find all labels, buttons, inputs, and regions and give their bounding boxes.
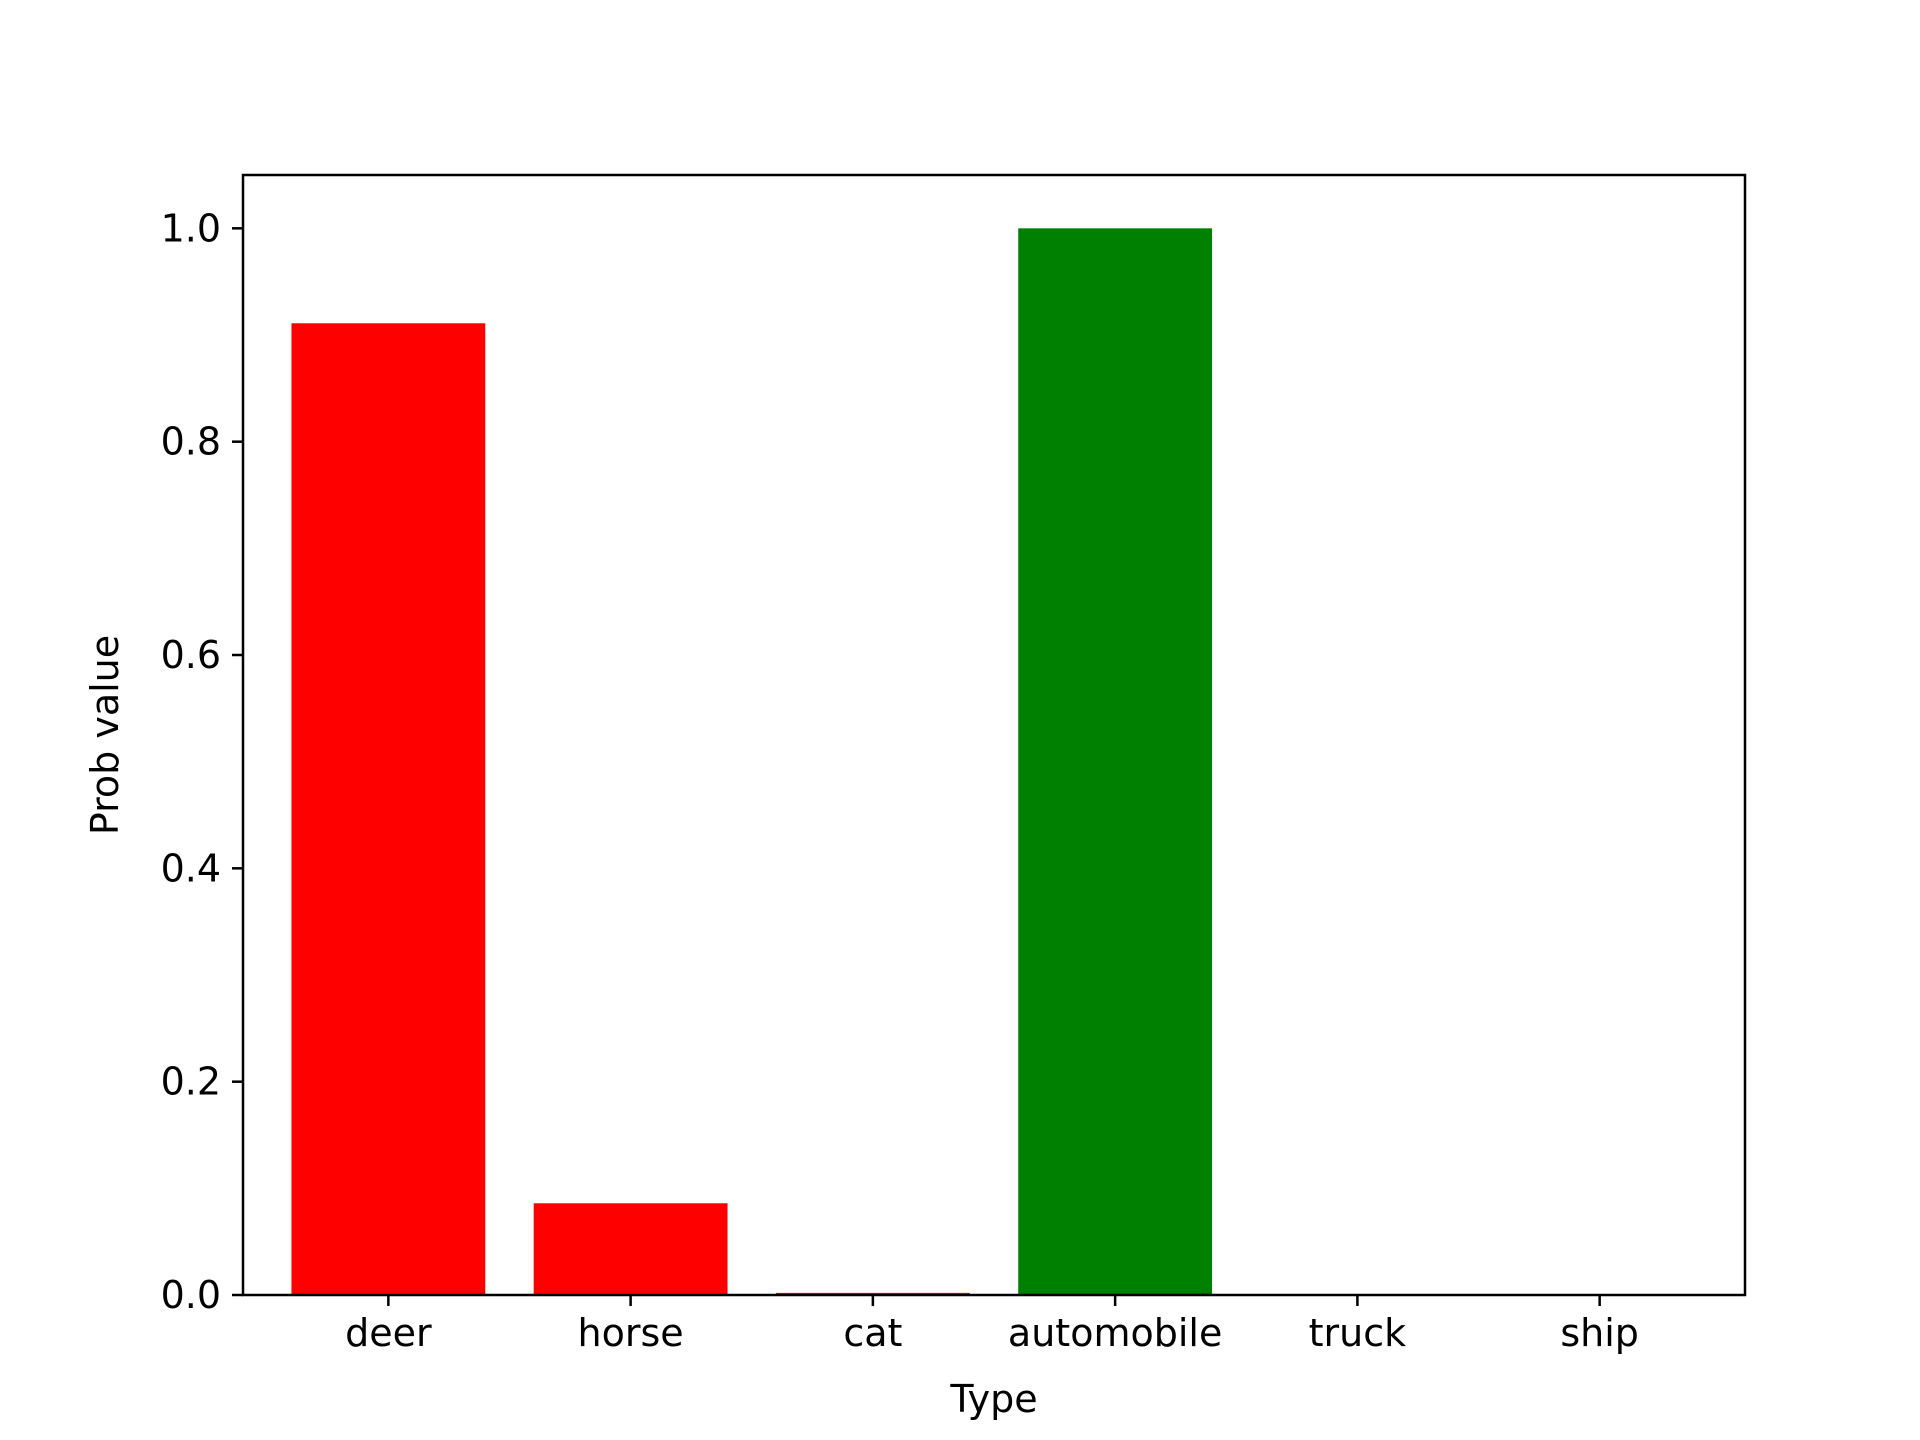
y-tick-label: 0.6 bbox=[161, 633, 221, 677]
x-tick-label-automobile: automobile bbox=[1008, 1311, 1222, 1355]
y-tick-label: 0.4 bbox=[161, 846, 221, 890]
y-tick-label: 0.0 bbox=[161, 1273, 221, 1317]
y-tick-label: 0.8 bbox=[161, 420, 221, 464]
x-tick-label-truck: truck bbox=[1309, 1311, 1407, 1355]
bar-automobile bbox=[1018, 228, 1213, 1296]
x-tick-label-horse: horse bbox=[578, 1311, 684, 1355]
x-tick-label-cat: cat bbox=[843, 1311, 902, 1355]
x-tick-label-deer: deer bbox=[345, 1311, 432, 1355]
y-tick-label: 0.2 bbox=[161, 1060, 221, 1104]
x-axis-ticks: deer horse cat automobile truck ship bbox=[345, 1295, 1639, 1355]
plot-area-frame bbox=[241, 173, 1747, 1297]
y-axis-label: Prob value bbox=[83, 635, 127, 835]
bar-horse bbox=[533, 1203, 728, 1295]
x-tick-label-ship: ship bbox=[1560, 1311, 1639, 1355]
bar-deer bbox=[291, 323, 486, 1295]
x-axis-label: Type bbox=[949, 1377, 1037, 1421]
y-axis-ticks: 0.0 0.2 0.4 0.6 0.8 1.0 bbox=[161, 206, 243, 1317]
y-tick-label: 1.0 bbox=[161, 206, 221, 250]
bars-group bbox=[291, 228, 1213, 1296]
